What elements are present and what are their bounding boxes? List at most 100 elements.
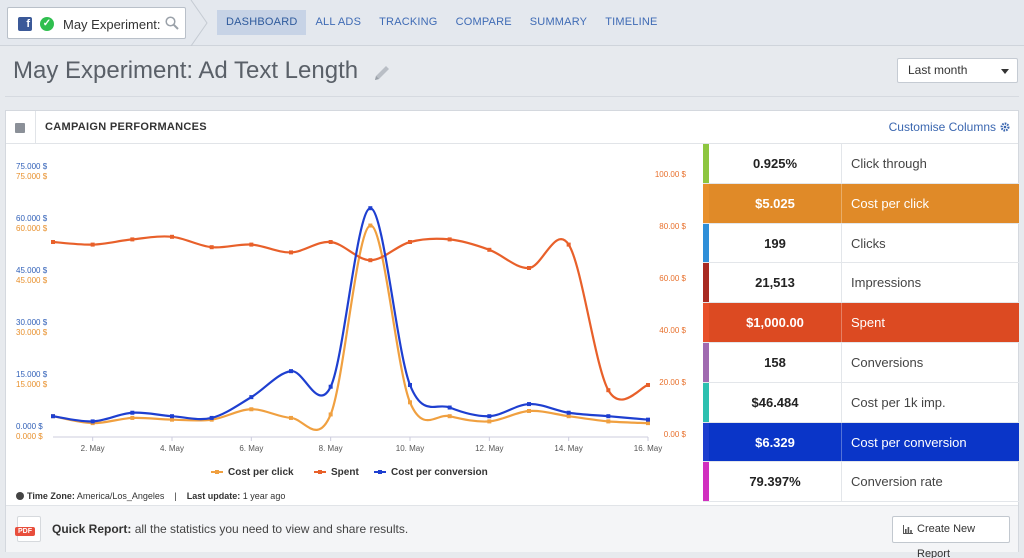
chevron-down-icon <box>1001 69 1009 74</box>
data-point <box>408 400 412 405</box>
metric-value: $1,000.00 <box>709 303 842 342</box>
create-new-report-label: Create New Report <box>917 523 976 558</box>
metric-accent <box>703 144 709 183</box>
metric-row[interactable]: $46.484 Cost per 1k imp. <box>703 382 1019 423</box>
data-point <box>566 242 571 247</box>
data-point <box>527 266 531 270</box>
data-point <box>170 234 174 239</box>
main-tabs: DASHBOARD ALL ADS TRACKING COMPARE SUMMA… <box>217 10 667 35</box>
customise-columns-link[interactable]: Customise Columns <box>888 120 996 134</box>
y-left-tick-label: 60.000 $ <box>16 214 48 223</box>
pdf-icon-label: PDF <box>15 527 35 536</box>
data-point <box>646 417 650 422</box>
metrics-list: 0.925% Click through $5.025 Cost per click 1… <box>703 144 1019 503</box>
metric-row[interactable]: $1,000.00 Spent <box>703 303 1019 343</box>
metric-value: $46.484 <box>709 382 842 422</box>
tab-tracking[interactable]: TRACKING <box>379 16 438 28</box>
data-point <box>90 242 95 247</box>
metric-accent <box>703 263 709 303</box>
data-point <box>606 414 611 419</box>
series-line <box>52 235 649 401</box>
tab-all-ads[interactable]: ALL ADS <box>315 16 362 28</box>
data-point <box>130 415 135 420</box>
x-tick-label: 16. May <box>634 444 662 453</box>
y-left-tick-label: 45.000 $ <box>16 276 48 285</box>
gear-icon[interactable] <box>1000 122 1010 132</box>
data-point <box>90 419 95 424</box>
legend-label: Cost per click <box>228 467 294 478</box>
metric-accent <box>703 223 709 263</box>
data-point <box>249 242 254 247</box>
metric-value: 21,513 <box>709 263 842 303</box>
data-point <box>130 410 135 415</box>
metric-row[interactable]: 21,513 Impressions <box>703 263 1019 304</box>
x-tick-label: 2. May <box>81 444 105 453</box>
collapse-icon[interactable] <box>15 123 25 133</box>
y-right-tick-label: 0.00 $ <box>664 430 687 439</box>
account-selector[interactable]: f ✓ May Experiment: <box>7 7 186 39</box>
y-left-tick-label: 75.000 $ <box>16 162 48 171</box>
metric-label: Spent <box>851 315 885 331</box>
y-left-tick-label: 15.000 $ <box>16 370 48 379</box>
data-point <box>289 369 293 374</box>
page-title: May Experiment: Ad Text Length <box>13 57 359 84</box>
y-right-tick-label: 40.00 $ <box>659 326 686 335</box>
data-point <box>487 247 492 252</box>
data-point <box>170 414 174 419</box>
legend-swatch-marker <box>318 470 322 474</box>
metric-row[interactable]: 0.925% Click through <box>703 144 1019 184</box>
series-line <box>52 224 649 431</box>
metric-row[interactable]: $5.025 Cost per click <box>703 183 1019 224</box>
tab-summary[interactable]: SUMMARY <box>529 16 588 28</box>
y-left-tick-label: 45.000 $ <box>16 266 48 275</box>
y-left-tick-label: 30.000 $ <box>16 328 48 337</box>
y-left-tick-label: 0.000 $ <box>16 432 43 441</box>
create-new-report-button[interactable]: Create New Report <box>892 516 1010 558</box>
panel-title: CAMPAIGN PERFORMANCES <box>45 121 207 133</box>
data-point <box>646 383 650 387</box>
edit-pencil-icon[interactable] <box>372 63 392 83</box>
series-line <box>52 207 649 423</box>
metric-accent <box>703 422 709 462</box>
data-point <box>606 388 611 393</box>
legend-swatch-marker <box>378 470 382 474</box>
clock-icon <box>16 492 24 500</box>
pdf-icon: PDF <box>15 516 41 542</box>
campaign-performance-panel: CAMPAIGN PERFORMANCES Customise Columns … <box>5 110 1019 558</box>
metric-row[interactable]: 199 Clicks <box>703 223 1019 264</box>
data-point <box>447 414 452 419</box>
tab-timeline[interactable]: TIMELINE <box>605 16 658 28</box>
metric-label: Cost per conversion <box>851 434 967 450</box>
y-right-tick-label: 60.00 $ <box>659 274 686 283</box>
tab-dashboard[interactable]: DASHBOARD <box>217 10 307 35</box>
quick-report-title: Quick Report: <box>52 522 132 536</box>
metric-accent <box>703 462 709 502</box>
y-left-tick-label: 60.000 $ <box>16 224 48 233</box>
breadcrumb-chevron-icon <box>190 0 208 46</box>
metric-label: Conversion rate <box>851 474 943 490</box>
metric-value: 0.925% <box>709 144 842 183</box>
data-point <box>328 412 333 417</box>
data-point <box>487 419 492 424</box>
metric-value: $6.329 <box>709 422 842 462</box>
chart-info: Time Zone: America/Los_Angeles | Last up… <box>16 491 285 501</box>
metric-row[interactable]: $6.329 Cost per conversion <box>703 422 1019 463</box>
metric-label: Conversions <box>851 354 924 370</box>
search-icon[interactable] <box>165 16 179 30</box>
data-point <box>368 223 373 228</box>
metric-row[interactable]: 158 Conversions <box>703 342 1019 383</box>
x-tick-label: 14. May <box>554 444 582 453</box>
data-point <box>408 383 412 387</box>
date-range-select[interactable]: Last month <box>897 58 1018 83</box>
legend-swatch-marker <box>215 470 219 474</box>
data-point <box>289 250 293 255</box>
metric-label: Impressions <box>851 275 922 291</box>
x-tick-label: 12. May <box>475 444 503 453</box>
data-point <box>447 405 452 410</box>
data-point <box>566 414 571 419</box>
metric-accent <box>703 183 709 223</box>
tab-compare[interactable]: COMPARE <box>455 16 512 28</box>
metric-value: 79.397% <box>709 462 842 502</box>
metric-value: 199 <box>709 223 842 263</box>
metric-row[interactable]: 79.397% Conversion rate <box>703 462 1019 503</box>
